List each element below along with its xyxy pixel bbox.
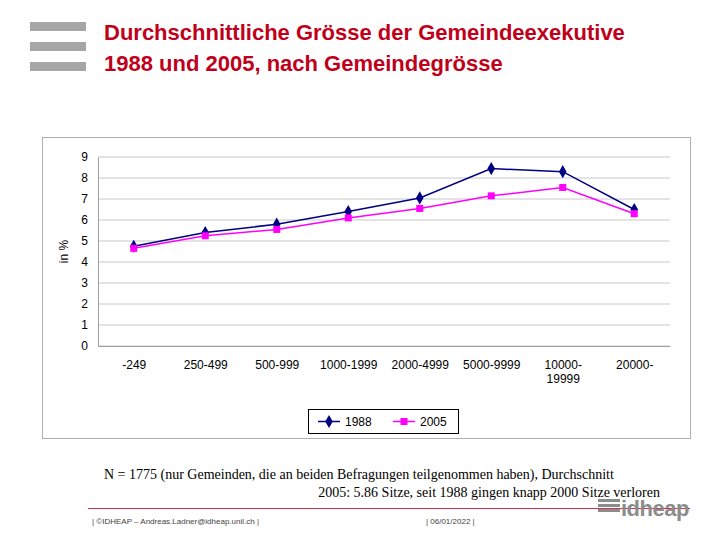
series-marker xyxy=(416,205,423,212)
series-marker xyxy=(416,191,424,204)
series-marker xyxy=(559,184,566,191)
chart-frame xyxy=(43,138,691,439)
series-marker xyxy=(201,226,209,239)
x-tick-label: 10000-19999 xyxy=(545,358,582,386)
footnote: N = 1775 (nur Gemeinden, die an beiden B… xyxy=(104,467,614,483)
y-axis-line xyxy=(98,158,99,347)
footnote: 2005: 5.86 Sitze, seit 1988 gingen knapp… xyxy=(318,485,660,500)
logo: idheap xyxy=(598,496,689,521)
logo-bar xyxy=(598,499,620,502)
series-marker xyxy=(345,214,352,221)
y-tick-label: 7 xyxy=(81,192,88,206)
logo-text: idheap xyxy=(621,496,689,521)
grid-line xyxy=(98,178,670,179)
legend-marker xyxy=(401,418,408,425)
legend-label: 1988 xyxy=(345,415,372,429)
grid-line xyxy=(98,283,670,284)
x-axis: -249 250-499 500-999 1000-1999 2000-4999 5000… xyxy=(99,346,671,386)
title: Durchschnittliche Grösse der Gemeindeexe… xyxy=(104,20,625,45)
x-tick-label: 1000-1999 xyxy=(320,358,378,372)
plot-area xyxy=(130,162,638,253)
logo-bar xyxy=(598,509,620,512)
y-tick-label: 1 xyxy=(81,318,88,332)
header-icon-bar xyxy=(30,62,86,71)
legend: 1988 2005 xyxy=(309,410,459,434)
header-icon-bar xyxy=(30,22,86,31)
footer-date: | 06/01/2022 | xyxy=(426,517,475,526)
y-tick-label: 0 xyxy=(81,339,88,353)
y-tick-label: 3 xyxy=(81,276,88,290)
grid xyxy=(98,157,670,346)
x-tick: 250-499 xyxy=(184,346,228,372)
x-tick-label: 250-499 xyxy=(184,358,228,372)
legend-marker xyxy=(325,415,333,428)
x-tick: 5000-9999 xyxy=(463,346,521,372)
grid-line xyxy=(98,199,670,200)
y-tick-label: 9 xyxy=(81,150,88,164)
series-marker xyxy=(559,165,567,178)
legend-label: 2005 xyxy=(420,415,447,429)
x-tick-label: 5000-9999 xyxy=(463,358,521,372)
series-marker xyxy=(202,232,209,239)
x-tick: 10000-19999 xyxy=(545,346,582,386)
x-tick: 20000- xyxy=(616,346,653,372)
y-tick: 6 xyxy=(81,213,98,227)
header-icon-bar xyxy=(30,42,86,51)
footer-rule xyxy=(88,508,690,509)
x-tick-label: 20000- xyxy=(616,358,653,372)
y-tick-label: 6 xyxy=(81,213,88,227)
grid-line xyxy=(98,304,670,305)
logo-bar xyxy=(598,504,620,507)
y-tick: 2 xyxy=(81,297,98,311)
series-marker xyxy=(130,240,138,253)
y-tick: 7 xyxy=(81,192,98,206)
x-tick: 500-999 xyxy=(255,346,299,372)
legend-frame xyxy=(309,410,459,434)
y-tick-label: 4 xyxy=(81,255,88,269)
y-tick-label: 5 xyxy=(81,234,88,248)
title: 1988 und 2005, nach Gemeindegrösse xyxy=(104,51,503,76)
y-tick: 4 xyxy=(81,255,98,269)
y-axis-title: in % xyxy=(57,239,71,263)
grid-line xyxy=(98,325,670,326)
grid-line xyxy=(98,157,670,158)
series-marker xyxy=(631,210,638,217)
series-marker xyxy=(488,192,495,199)
x-tick-label: -249 xyxy=(122,358,146,372)
x-tick-label: 500-999 xyxy=(255,358,299,372)
x-axis-line xyxy=(99,346,671,347)
y-tick: 0 xyxy=(81,339,98,353)
y-axis: 0 1 2 3 4 5 6 7 8 9 xyxy=(81,150,98,353)
series-marker xyxy=(130,245,137,252)
y-tick-label: 8 xyxy=(81,171,88,185)
grid-line xyxy=(98,262,670,263)
series-marker xyxy=(487,162,495,175)
y-tick: 5 xyxy=(81,234,98,248)
series-marker xyxy=(273,226,280,233)
slide: Durchschnittliche Grösse der Gemeindeexe… xyxy=(0,0,720,540)
x-tick: 1000-1999 xyxy=(320,346,378,372)
y-tick: 9 xyxy=(81,150,98,164)
grid-line xyxy=(98,346,670,347)
series-line xyxy=(134,169,635,247)
grid-line xyxy=(98,220,670,221)
y-tick: 8 xyxy=(81,171,98,185)
y-tick-label: 2 xyxy=(81,297,88,311)
grid-line xyxy=(98,241,670,242)
y-tick: 3 xyxy=(81,276,98,290)
y-tick: 1 xyxy=(81,318,98,332)
x-tick: 2000-4999 xyxy=(392,346,450,372)
series-line xyxy=(134,187,635,248)
x-tick-label: 2000-4999 xyxy=(392,358,450,372)
x-tick: -249 xyxy=(122,346,146,372)
footer-text: | ©IDHEAP – Andreas.Ladner@idheap.unil.c… xyxy=(92,517,259,526)
